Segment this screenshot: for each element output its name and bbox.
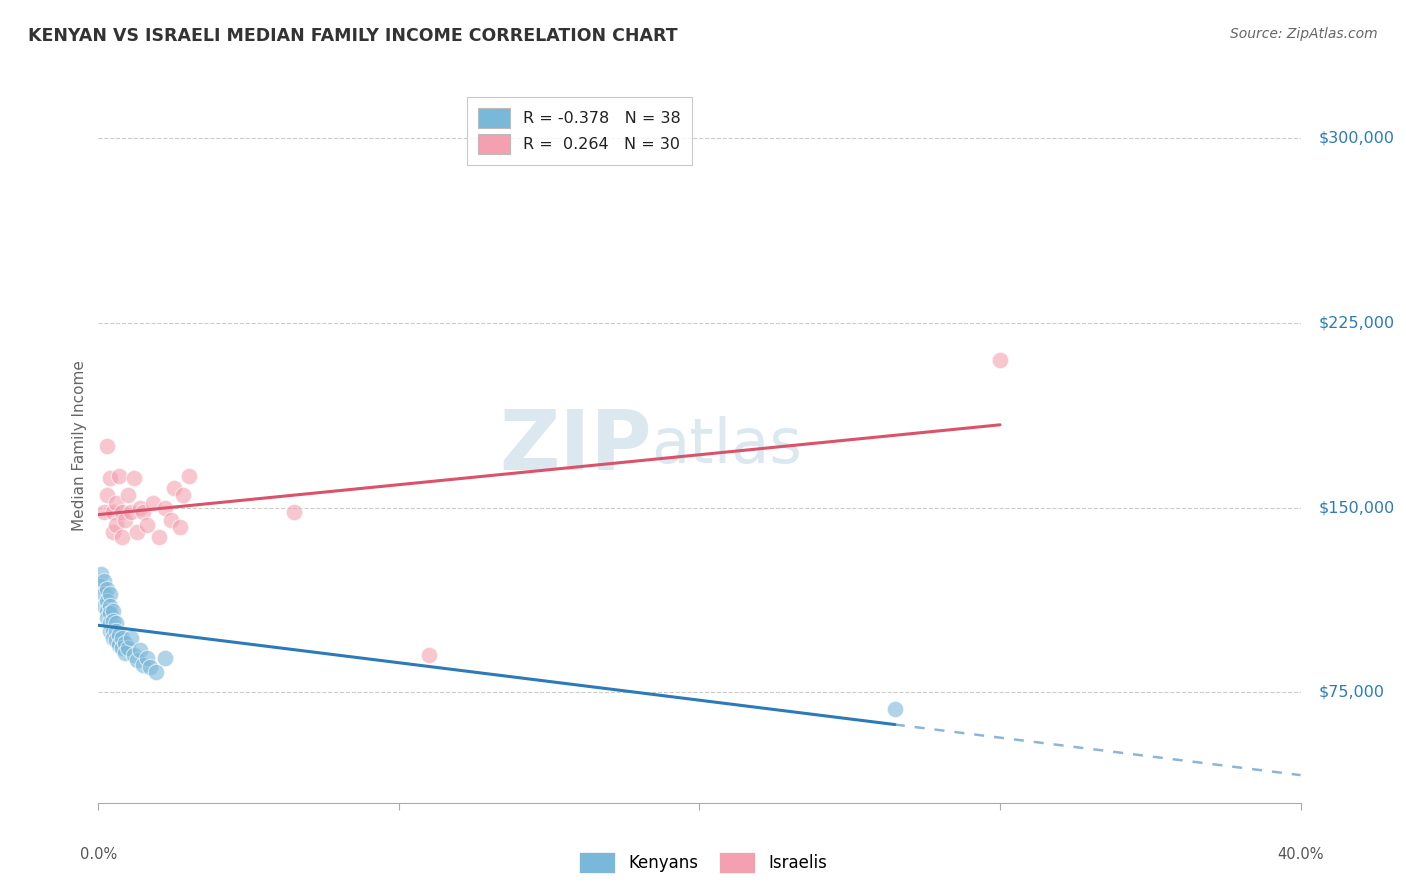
Point [100,624,122,638]
Point [283,505,305,519]
Point [135,650,157,665]
Point [108,628,131,642]
Point [93,599,115,613]
Point [114,513,136,527]
Point [105,495,128,509]
Point [96,488,118,502]
Point [111,530,134,544]
Point [103,624,125,638]
Text: $150,000: $150,000 [1319,500,1395,515]
Point [132,505,155,519]
Point [111,505,134,519]
Point [129,500,152,515]
Text: $75,000: $75,000 [1319,684,1385,699]
Point [103,631,125,645]
Point [90,579,112,593]
Point [141,495,163,509]
Point [117,640,139,655]
Point [124,471,146,485]
Point [418,648,440,662]
Point [145,665,167,680]
Point [105,517,128,532]
Point [96,611,118,625]
Point [177,468,200,483]
Point [105,633,128,648]
Point [988,352,1011,367]
Text: $225,000: $225,000 [1319,316,1395,330]
Point [883,702,905,716]
Point [103,614,125,628]
Point [96,439,118,453]
Point [105,616,128,631]
Point [127,525,149,540]
Point [93,574,115,589]
Point [108,638,131,652]
Point [138,660,160,674]
Point [96,594,118,608]
Point [172,488,194,502]
Point [129,643,152,657]
Point [162,481,184,495]
Point [124,648,146,662]
Point [103,604,125,618]
Point [121,631,143,645]
Legend: R = -0.378   N = 38, R =  0.264   N = 30: R = -0.378 N = 38, R = 0.264 N = 30 [467,97,692,165]
Text: ZIP: ZIP [499,406,651,486]
Point [114,646,136,660]
Text: Source: ZipAtlas.com: Source: ZipAtlas.com [1230,27,1378,41]
Point [103,525,125,540]
Point [114,636,136,650]
Point [100,599,122,613]
Point [100,587,122,601]
Point [96,604,118,618]
Point [132,658,155,673]
Point [135,517,157,532]
Y-axis label: Median Family Income: Median Family Income [72,360,87,532]
Point [121,505,143,519]
Point [111,640,134,655]
Text: 0.0%: 0.0% [80,847,117,862]
Point [105,624,128,638]
Point [153,500,176,515]
Point [108,468,131,483]
Legend: Kenyans, Israelis: Kenyans, Israelis [572,846,834,880]
Point [111,631,134,645]
Point [159,513,181,527]
Text: 40.0%: 40.0% [1277,847,1324,862]
Point [90,566,112,581]
Point [153,650,176,665]
Point [100,471,122,485]
Point [100,607,122,621]
Point [100,616,122,631]
Point [93,505,115,519]
Point [169,520,191,534]
Text: atlas: atlas [651,416,803,476]
Point [127,653,149,667]
Point [103,505,125,519]
Text: $300,000: $300,000 [1319,131,1395,146]
Point [93,587,115,601]
Point [96,582,118,596]
Point [148,530,170,544]
Text: KENYAN VS ISRAELI MEDIAN FAMILY INCOME CORRELATION CHART: KENYAN VS ISRAELI MEDIAN FAMILY INCOME C… [28,27,678,45]
Point [117,488,139,502]
